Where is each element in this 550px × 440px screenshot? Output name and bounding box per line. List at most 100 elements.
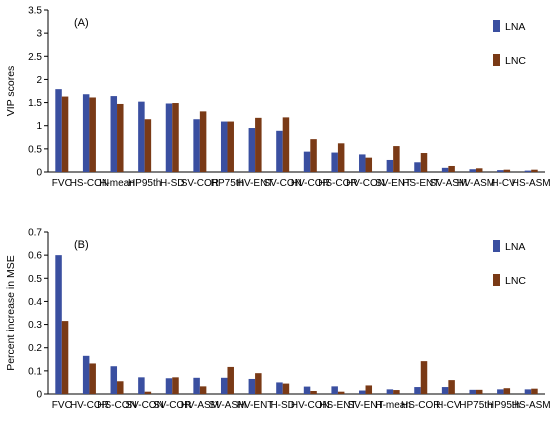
x-tick-label: HS-ASM [512, 400, 550, 411]
bar-lna-sv-ent [386, 159, 394, 172]
bar-lnc-hv-ent [255, 117, 262, 172]
legend-label-lna: LNA [505, 241, 525, 253]
y-tick-label: 1.5 [28, 98, 42, 109]
bar-lna-hv-con [303, 386, 311, 394]
bar-lnc-hv-ent [255, 373, 262, 394]
y-tick-label: 0.5 [28, 274, 42, 285]
x-tick-label: HV-COR [291, 178, 330, 189]
y-tick-label: 0.5 [28, 144, 42, 155]
panel-label: (B) [74, 239, 89, 251]
y-tick-label: 0.3 [28, 320, 42, 331]
bar-lnc-hs-con [117, 381, 124, 394]
bar-lnc-h-sd [282, 383, 290, 394]
bar-lna-hs-con [110, 366, 118, 394]
bar-lnc-h-mean [117, 103, 124, 172]
y-tick-label: 0.6 [28, 251, 42, 262]
bar-lnc-h-cv [448, 380, 455, 394]
legend-swatch-lna [493, 20, 500, 32]
bar-lna-hp75th [220, 121, 228, 172]
x-tick-label: SV-ASM [429, 178, 467, 189]
bar-lna-sv-asm [441, 167, 449, 172]
y-axis-title: VIP scores [5, 66, 17, 117]
bar-lna-h-sd [276, 382, 283, 394]
x-tick-label: H-SD [160, 178, 184, 189]
y-tick-label: 1 [36, 121, 42, 132]
x-tick-label: HP75th [459, 400, 492, 411]
bar-lna-hs-cor [414, 387, 421, 394]
legend-label-lna: LNA [505, 21, 525, 33]
bar-lnc-sv-asm [227, 366, 234, 394]
bar-lna-hv-ent [248, 128, 256, 172]
x-tick-label: HS-CON [70, 178, 109, 189]
bar-lna-fvc [55, 255, 62, 394]
y-tick-label: 3 [36, 29, 42, 40]
x-tick-label: FVC [52, 400, 72, 411]
bar-lnc-sv-ent [393, 146, 400, 172]
bar-lna-hv-asm [469, 169, 476, 172]
bar-lna-h-mean [110, 96, 118, 172]
bar-lnc-hs-cor [420, 361, 428, 394]
bar-lnc-hs-con [89, 97, 96, 172]
bar-lna-h-cv [497, 170, 504, 172]
bar-lna-sv-asm [220, 377, 228, 394]
bar-lna-hp95th [138, 101, 145, 172]
bar-lna-hv-con [359, 154, 366, 172]
x-tick-label: SV-ENT [375, 178, 411, 189]
bar-lna-hv-asm [193, 377, 200, 394]
x-tick-label: HV-ENT [237, 400, 274, 411]
bar-lnc-fvc [61, 96, 69, 172]
y-tick-label: 0.4 [28, 297, 42, 308]
bar-lnc-hs-ent [337, 391, 345, 394]
bar-lnc-sv-con [144, 391, 152, 394]
x-tick-label: SV-CON [264, 178, 302, 189]
x-tick-label: H-mean [99, 178, 135, 189]
bar-lnc-hv-con [365, 157, 373, 172]
x-tick-label: H-mean [375, 400, 411, 411]
x-tick-label: SV-CON [125, 400, 163, 411]
bar-lna-h-sd [165, 103, 173, 172]
x-tick-label: HV-COR [70, 400, 109, 411]
x-tick-label: HV-ASM [457, 178, 495, 189]
y-tick-label: 0 [36, 168, 42, 179]
x-tick-label: HS-ASM [512, 178, 550, 189]
y-tick-label: 0.2 [28, 343, 42, 354]
x-tick-label: HP75th [211, 178, 244, 189]
x-tick-label: HV-CON [291, 400, 330, 411]
legend-label-lnc: LNC [505, 55, 526, 67]
bar-lna-sv-con [138, 377, 145, 394]
bar-lna-hs-cor [331, 152, 338, 172]
bar-lna-sv-cor [165, 378, 173, 394]
x-tick-label: HS-ENT [319, 400, 356, 411]
y-tick-label: 0.7 [28, 228, 42, 239]
x-tick-label: HP95th [487, 400, 520, 411]
x-tick-label: H-CV [436, 400, 461, 411]
x-tick-label: SV-COR [181, 178, 219, 189]
bar-lna-hs-asm [524, 389, 532, 394]
bar-lnc-hs-ent [420, 153, 428, 172]
x-tick-label: SV-ASM [209, 400, 247, 411]
bar-lna-hs-asm [524, 170, 532, 172]
bar-lnc-hs-cor [337, 143, 345, 172]
x-tick-label: SV-ENT [347, 400, 383, 411]
bar-lna-sv-ent [359, 390, 366, 394]
legend-label-lnc: LNC [505, 275, 526, 287]
x-tick-label: H-CV [491, 178, 516, 189]
bar-lna-sv-con [276, 130, 283, 172]
bar-lnc-hp95th [503, 388, 511, 394]
bar-lnc-sv-cor [172, 377, 179, 394]
y-tick-label: 2 [36, 75, 42, 86]
bar-lnc-hv-cor [89, 363, 96, 394]
bar-lnc-fvc [61, 321, 69, 394]
legend-swatch-lnc [493, 54, 500, 66]
y-tick-label: 3.5 [28, 6, 42, 17]
panel-label: (A) [74, 17, 89, 29]
chart-panel-b: 0 0.1 0.2 0.3 0.4 0.5 0.6 0.7 Percent increase i… [5, 228, 550, 412]
x-tick-label: HP95th [128, 178, 161, 189]
bar-lnc-sv-asm [448, 165, 455, 172]
y-tick-label: 2.5 [28, 52, 42, 63]
bar-lnc-sv-cor [199, 111, 207, 172]
x-tick-label: HS-ENT [402, 178, 439, 189]
bar-lnc-hp75th [227, 121, 234, 172]
